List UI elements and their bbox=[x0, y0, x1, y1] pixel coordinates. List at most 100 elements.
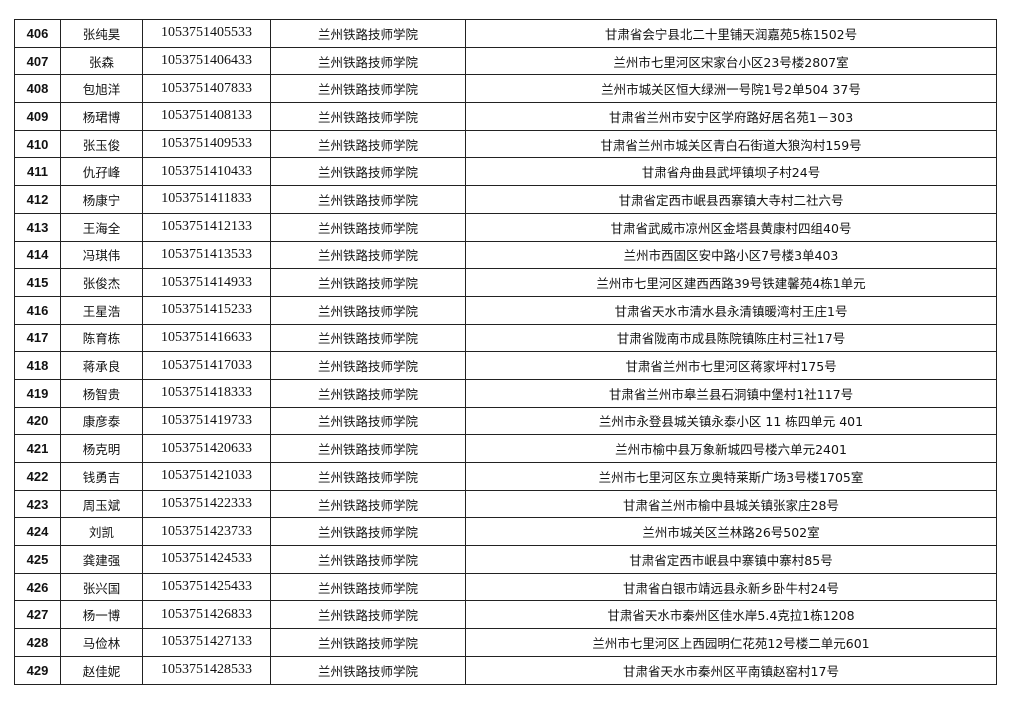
table-row: 425 龚建强 1053751424533 兰州铁路技师学院 甘肃省定西市岷县中寨镇中寨… bbox=[14, 545, 997, 574]
student-id-cell: 1053751410433 bbox=[142, 157, 271, 187]
home-address-cell: 兰州市七里河区上西园明仁花苑12号楼二单元601 bbox=[465, 628, 997, 657]
student-id-cell: 1053751422333 bbox=[142, 489, 271, 519]
student-name-cell: 仇孖峰 bbox=[60, 157, 143, 187]
student-id-cell: 1053751420633 bbox=[142, 434, 271, 463]
school-name-cell: 兰州铁路技师学院 bbox=[270, 545, 466, 574]
school-name-cell: 兰州铁路技师学院 bbox=[270, 240, 466, 270]
school-name-cell: 兰州铁路技师学院 bbox=[270, 462, 466, 491]
student-name-cell: 周玉斌 bbox=[60, 489, 143, 519]
home-address-cell: 兰州市七里河区宋家台小区23号楼2807室 bbox=[465, 46, 997, 76]
home-address-cell: 兰州市榆中县万象新城四号楼六单元2401 bbox=[465, 434, 997, 463]
table-row: 411 仇孖峰 1053751410433 兰州铁路技师学院 甘肃省舟曲县武坪镇坝子村2… bbox=[14, 157, 997, 187]
home-address-cell: 兰州市永登县城关镇永泰小区 11 栋四单元 401 bbox=[465, 406, 997, 436]
home-address-cell: 甘肃省兰州市城关区青白石街道大狼沟村159号 bbox=[465, 129, 997, 159]
student-id-cell: 1053751428533 bbox=[142, 655, 271, 685]
student-name-cell: 冯琪伟 bbox=[60, 240, 143, 270]
student-id-cell: 1053751424533 bbox=[142, 545, 271, 574]
table-row: 409 杨珺博 1053751408133 兰州铁路技师学院 甘肃省兰州市安宁区学府路好… bbox=[14, 102, 997, 131]
table-row: 412 杨康宁 1053751411833 兰州铁路技师学院 甘肃省定西市岷县西寨镇大寺… bbox=[14, 185, 997, 214]
row-number-cell: 410 bbox=[14, 129, 61, 159]
school-name-cell: 兰州铁路技师学院 bbox=[270, 600, 466, 630]
school-name-cell: 兰州铁路技师学院 bbox=[270, 406, 466, 436]
row-number-cell: 416 bbox=[14, 295, 61, 325]
table-row: 419 杨智贵 1053751418333 兰州铁路技师学院 甘肃省兰州市皋兰县石洞镇中… bbox=[14, 378, 997, 408]
student-name-cell: 包旭洋 bbox=[60, 74, 143, 104]
row-number-cell: 411 bbox=[14, 157, 61, 187]
school-name-cell: 兰州铁路技师学院 bbox=[270, 517, 466, 547]
student-id-cell: 1053751427133 bbox=[142, 628, 271, 657]
student-name-cell: 王海全 bbox=[60, 212, 143, 242]
student-id-cell: 1053751406433 bbox=[142, 46, 271, 76]
row-number-cell: 412 bbox=[14, 185, 61, 214]
home-address-cell: 甘肃省兰州市榆中县城关镇张家庄28号 bbox=[465, 489, 997, 519]
row-number-cell: 428 bbox=[14, 628, 61, 657]
student-name-cell: 刘凯 bbox=[60, 517, 143, 547]
student-name-cell: 张兴国 bbox=[60, 572, 143, 602]
row-number-cell: 418 bbox=[14, 351, 61, 380]
table-row: 421 杨克明 1053751420633 兰州铁路技师学院 兰州市榆中县万象新城四号楼… bbox=[14, 434, 997, 463]
student-table: 406 张纯昊 1053751405533 兰州铁路技师学院 甘肃省会宁县北二十里铺天润… bbox=[14, 19, 997, 685]
row-number-cell: 421 bbox=[14, 434, 61, 463]
table-row: 410 张玉俊 1053751409533 兰州铁路技师学院 甘肃省兰州市城关区青白石街… bbox=[14, 129, 997, 159]
table-row: 423 周玉斌 1053751422333 兰州铁路技师学院 甘肃省兰州市榆中县城关镇张… bbox=[14, 489, 997, 519]
student-id-cell: 1053751425433 bbox=[142, 572, 271, 602]
student-name-cell: 康彦泰 bbox=[60, 406, 143, 436]
school-name-cell: 兰州铁路技师学院 bbox=[270, 74, 466, 104]
school-name-cell: 兰州铁路技师学院 bbox=[270, 295, 466, 325]
student-name-cell: 钱勇吉 bbox=[60, 462, 143, 491]
home-address-cell: 甘肃省会宁县北二十里铺天润嘉苑5栋1502号 bbox=[465, 19, 997, 48]
student-id-cell: 1053751405533 bbox=[142, 19, 271, 48]
table-row: 429 赵佳妮 1053751428533 兰州铁路技师学院 甘肃省天水市秦州区平南镇赵… bbox=[14, 655, 997, 685]
student-name-cell: 张玉俊 bbox=[60, 129, 143, 159]
row-number-cell: 408 bbox=[14, 74, 61, 104]
row-number-cell: 406 bbox=[14, 19, 61, 48]
table-row: 418 蒋承良 1053751417033 兰州铁路技师学院 甘肃省兰州市七里河区蒋家坪… bbox=[14, 351, 997, 380]
student-name-cell: 杨智贵 bbox=[60, 378, 143, 408]
home-address-cell: 甘肃省天水市秦州区平南镇赵窑村17号 bbox=[465, 655, 997, 685]
row-number-cell: 414 bbox=[14, 240, 61, 270]
student-id-cell: 1053751407833 bbox=[142, 74, 271, 104]
home-address-cell: 甘肃省天水市秦州区佳水岸5.4克拉1栋1208 bbox=[465, 600, 997, 630]
student-name-cell: 赵佳妮 bbox=[60, 655, 143, 685]
row-number-cell: 420 bbox=[14, 406, 61, 436]
school-name-cell: 兰州铁路技师学院 bbox=[270, 434, 466, 463]
school-name-cell: 兰州铁路技师学院 bbox=[270, 102, 466, 131]
row-number-cell: 427 bbox=[14, 600, 61, 630]
student-id-cell: 1053751417033 bbox=[142, 351, 271, 380]
table-body: 406 张纯昊 1053751405533 兰州铁路技师学院 甘肃省会宁县北二十里铺天润… bbox=[14, 19, 997, 685]
table-row: 415 张俊杰 1053751414933 兰州铁路技师学院 兰州市七里河区建西西路39… bbox=[14, 268, 997, 297]
home-address-cell: 甘肃省白银市靖远县永新乡卧牛村24号 bbox=[465, 572, 997, 602]
school-name-cell: 兰州铁路技师学院 bbox=[270, 185, 466, 214]
student-name-cell: 杨康宁 bbox=[60, 185, 143, 214]
home-address-cell: 甘肃省兰州市安宁区学府路好居名苑1－303 bbox=[465, 102, 997, 131]
home-address-cell: 兰州市七里河区东立奥特莱斯广场3号楼1705室 bbox=[465, 462, 997, 491]
table-row: 406 张纯昊 1053751405533 兰州铁路技师学院 甘肃省会宁县北二十里铺天润… bbox=[14, 19, 997, 48]
student-name-cell: 杨珺博 bbox=[60, 102, 143, 131]
row-number-cell: 415 bbox=[14, 268, 61, 297]
school-name-cell: 兰州铁路技师学院 bbox=[270, 572, 466, 602]
student-name-cell: 王星浩 bbox=[60, 295, 143, 325]
table-row: 408 包旭洋 1053751407833 兰州铁路技师学院 兰州市城关区恒大绿洲一号院… bbox=[14, 74, 997, 104]
home-address-cell: 兰州市西固区安中路小区7号楼3单403 bbox=[465, 240, 997, 270]
home-address-cell: 兰州市城关区恒大绿洲一号院1号2单504 37号 bbox=[465, 74, 997, 104]
table-row: 427 杨一博 1053751426833 兰州铁路技师学院 甘肃省天水市秦州区佳水岸5… bbox=[14, 600, 997, 630]
student-name-cell: 龚建强 bbox=[60, 545, 143, 574]
table-row: 420 康彦泰 1053751419733 兰州铁路技师学院 兰州市永登县城关镇永泰小区… bbox=[14, 406, 997, 436]
student-id-cell: 1053751412133 bbox=[142, 212, 271, 242]
school-name-cell: 兰州铁路技师学院 bbox=[270, 129, 466, 159]
student-id-cell: 1053751411833 bbox=[142, 185, 271, 214]
home-address-cell: 甘肃省定西市岷县西寨镇大寺村二社六号 bbox=[465, 185, 997, 214]
student-id-cell: 1053751414933 bbox=[142, 268, 271, 297]
school-name-cell: 兰州铁路技师学院 bbox=[270, 655, 466, 685]
student-id-cell: 1053751421033 bbox=[142, 462, 271, 491]
row-number-cell: 407 bbox=[14, 46, 61, 76]
row-number-cell: 413 bbox=[14, 212, 61, 242]
home-address-cell: 兰州市城关区兰林路26号502室 bbox=[465, 517, 997, 547]
table-row: 417 陈育栋 1053751416633 兰州铁路技师学院 甘肃省陇南市成县陈院镇陈庄… bbox=[14, 323, 997, 353]
row-number-cell: 409 bbox=[14, 102, 61, 131]
home-address-cell: 甘肃省兰州市皋兰县石洞镇中堡村1社117号 bbox=[465, 378, 997, 408]
row-number-cell: 426 bbox=[14, 572, 61, 602]
home-address-cell: 兰州市七里河区建西西路39号铁建馨苑4栋1单元 bbox=[465, 268, 997, 297]
home-address-cell: 甘肃省兰州市七里河区蒋家坪村175号 bbox=[465, 351, 997, 380]
row-number-cell: 423 bbox=[14, 489, 61, 519]
